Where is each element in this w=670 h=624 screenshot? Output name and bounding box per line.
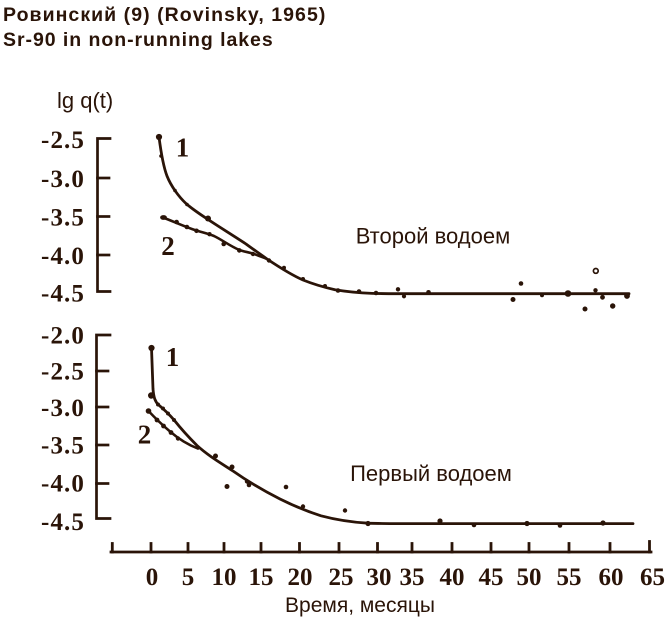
svg-text:Время, месяцы: Время, месяцы xyxy=(285,594,435,617)
svg-text:20: 20 xyxy=(288,564,313,591)
svg-text:15: 15 xyxy=(249,564,274,591)
svg-text:40: 40 xyxy=(440,564,465,591)
svg-text:-3.5: -3.5 xyxy=(41,432,85,459)
svg-text:-2.5: -2.5 xyxy=(41,127,85,154)
svg-text:1: 1 xyxy=(176,133,190,163)
svg-text:-2.5: -2.5 xyxy=(41,358,85,385)
svg-text:Sr-90 in non-running lakes: Sr-90 in non-running lakes xyxy=(3,29,274,51)
svg-text:-4.0: -4.0 xyxy=(41,243,85,270)
svg-text:Ровинский (9) (Rovinsky, 1965): Ровинский (9) (Rovinsky, 1965) xyxy=(3,4,326,26)
svg-text:35: 35 xyxy=(400,564,425,591)
svg-text:-3.5: -3.5 xyxy=(41,205,85,232)
svg-text:25: 25 xyxy=(329,564,354,591)
svg-text:0: 0 xyxy=(146,564,159,591)
svg-text:lg q(t): lg q(t) xyxy=(57,88,113,113)
svg-text:5: 5 xyxy=(182,564,195,591)
svg-text:2: 2 xyxy=(161,231,175,261)
svg-text:10: 10 xyxy=(212,564,237,591)
svg-text:-4.5: -4.5 xyxy=(41,509,85,536)
svg-text:45: 45 xyxy=(479,564,504,591)
svg-text:2: 2 xyxy=(138,420,152,450)
svg-text:-2.0: -2.0 xyxy=(41,322,85,349)
svg-text:30: 30 xyxy=(367,564,392,591)
svg-text:65: 65 xyxy=(640,564,665,591)
svg-text:-4.5: -4.5 xyxy=(41,281,85,308)
svg-text:Второй водоем: Второй водоем xyxy=(356,224,511,249)
svg-text:1: 1 xyxy=(166,342,180,372)
svg-text:-3.0: -3.0 xyxy=(41,166,85,193)
svg-text:55: 55 xyxy=(557,564,582,591)
svg-text:Первый водоем: Первый водоем xyxy=(350,461,512,486)
svg-text:60: 60 xyxy=(599,564,624,591)
svg-text:-3.0: -3.0 xyxy=(41,395,85,422)
svg-text:-4.0: -4.0 xyxy=(41,470,85,497)
svg-text:50: 50 xyxy=(517,564,542,591)
